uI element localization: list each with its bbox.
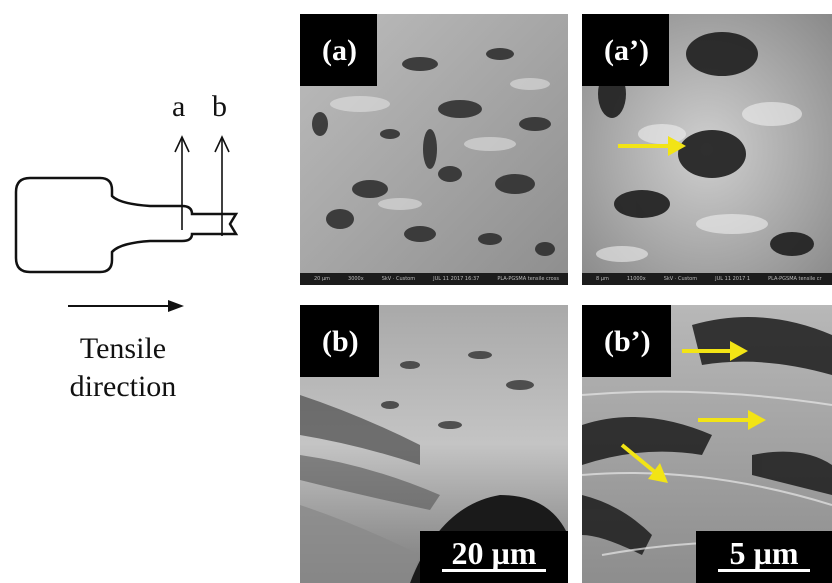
yellow-arrow-b-prime-2: [698, 410, 766, 430]
panel-label-b: (b): [300, 305, 379, 377]
panel-label-b-prime: (b’): [582, 305, 671, 377]
mark-b-label: b: [212, 90, 227, 123]
sem-info-bar-a: 20 µm 3000x SkV · Custom JUL 11 2017 16:…: [300, 273, 568, 285]
sem-panel-a-prime: (a’) 8 µm 11000x SkV · Custom JUL 11 201…: [582, 14, 832, 285]
yellow-arrow-b-prime-1: [682, 341, 748, 361]
specimen-schematic: a b Tensile direction: [0, 0, 290, 583]
scale-bar-line-b: [442, 569, 546, 572]
panel-label-a: (a): [300, 14, 377, 86]
sem-panel-a: (a) 20 µm 3000x SkV · Custom JUL 11 2017…: [300, 14, 568, 285]
scale-bar-b-prime: 5 µm: [696, 531, 832, 583]
sem-panel-b-prime: (b’) 5 µm: [582, 305, 832, 583]
sem-image-a-prime: [582, 14, 832, 285]
specimen-diagram: [14, 135, 239, 312]
sem-info-bar-a-prime: 8 µm 11000x SkV · Custom JUL 11 2017 1 P…: [582, 273, 832, 285]
scale-bar-b: 20 µm: [420, 531, 568, 583]
yellow-arrow-b-prime-3: [620, 443, 668, 483]
panel-label-a-prime: (a’): [582, 14, 669, 86]
mark-a-label: a: [172, 90, 186, 123]
tensile-direction-label: Tensile direction: [69, 332, 177, 403]
specimen-outline: [14, 176, 239, 274]
scale-bar-line-b-prime: [718, 569, 810, 572]
yellow-arrow-a-prime: [618, 136, 686, 156]
sem-panel-b: (b) 20 µm: [300, 305, 568, 583]
